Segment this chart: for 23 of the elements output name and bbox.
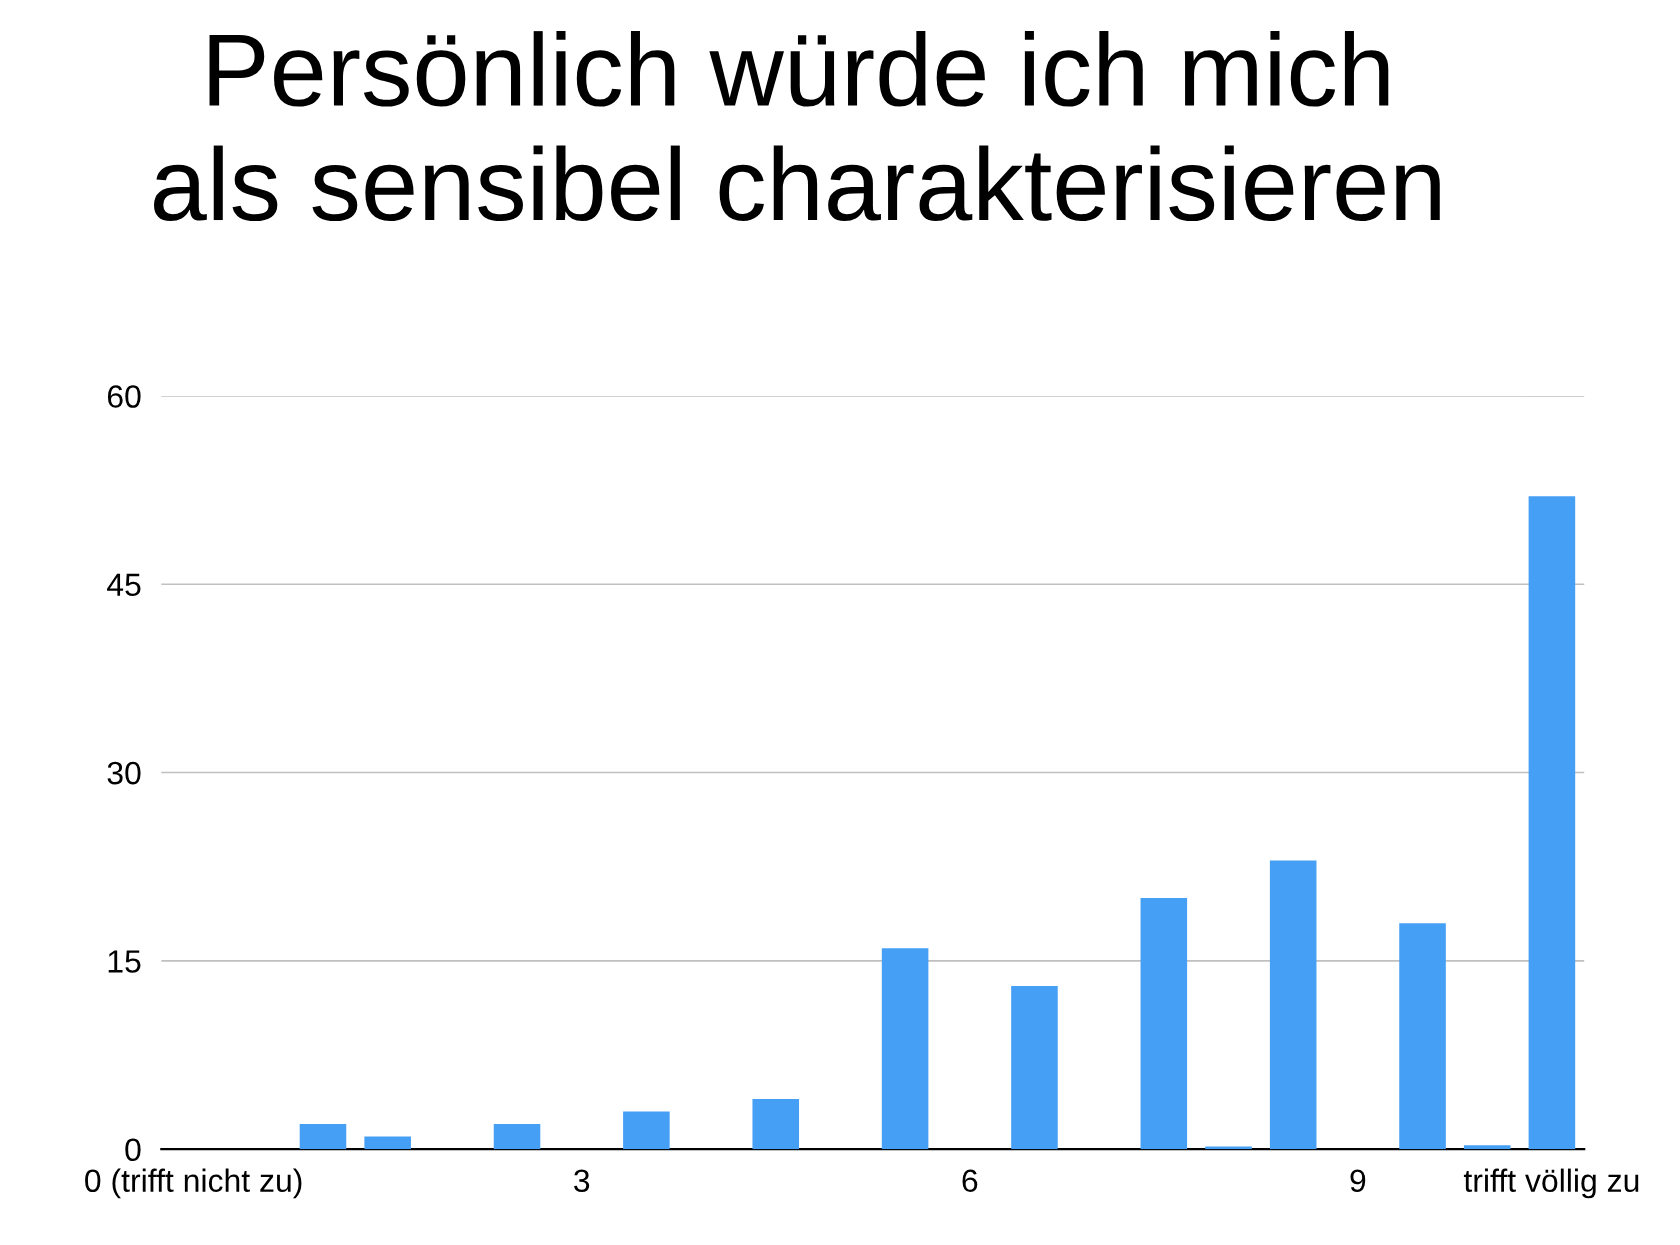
bar bbox=[881, 948, 929, 1150]
chart-title: Persönlich würde ich mich als sensibel charakterisieren bbox=[154, 31, 1440, 222]
bar bbox=[1463, 1145, 1511, 1150]
x-tick-label: 9 bbox=[1350, 1169, 1366, 1193]
x-tick-label: trifft völlig zu bbox=[1463, 1168, 1639, 1199]
x-tick-label: 6 bbox=[962, 1169, 978, 1193]
bar bbox=[364, 1136, 411, 1150]
y-tick-label: 30 bbox=[107, 761, 141, 785]
bar bbox=[752, 1098, 800, 1150]
x-tick-label: 3 bbox=[574, 1169, 590, 1193]
y-tick-label: 15 bbox=[108, 950, 141, 973]
bar bbox=[299, 1124, 347, 1150]
bar bbox=[493, 1124, 541, 1150]
y-tick-label: 45 bbox=[107, 573, 141, 597]
bar bbox=[1140, 898, 1188, 1150]
y-tick-label: 60 bbox=[107, 385, 141, 408]
x-tick-label: 0 (trifft nicht zu) bbox=[85, 1168, 302, 1199]
bar bbox=[1011, 985, 1058, 1150]
bar bbox=[1528, 496, 1576, 1150]
bar bbox=[1399, 923, 1446, 1150]
bar bbox=[1269, 860, 1317, 1150]
y-tick-label: 0 bbox=[125, 1138, 141, 1162]
bar bbox=[623, 1111, 670, 1150]
